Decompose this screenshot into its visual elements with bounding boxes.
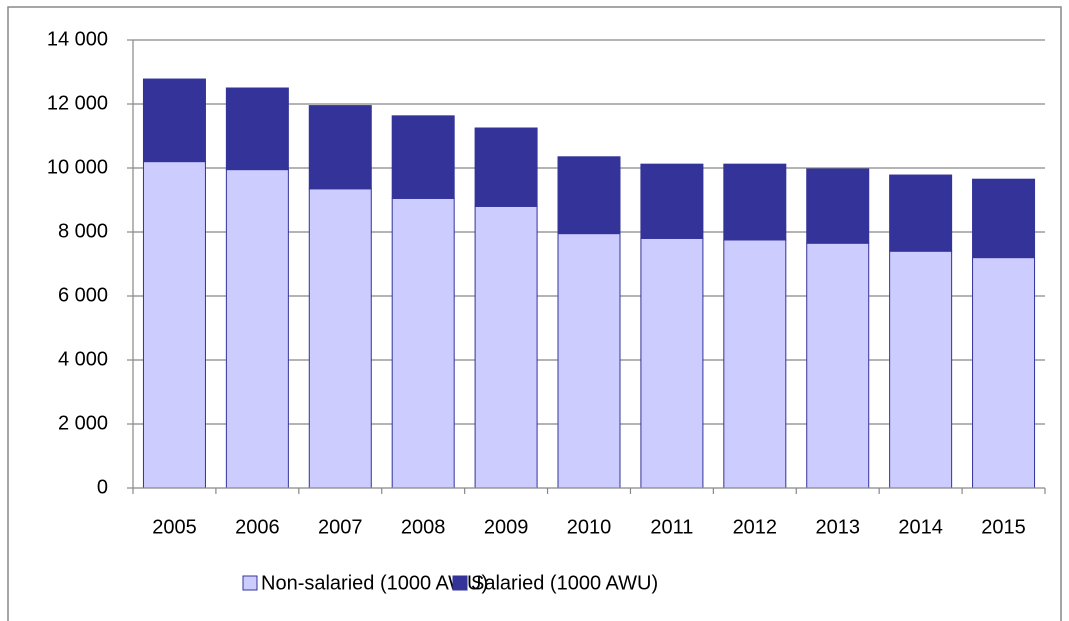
bar-segment [474, 127, 538, 207]
x-tick-label: 2005 [152, 516, 197, 538]
bar-segment [640, 163, 704, 239]
legend-label: Salaried (1000 AWU) [471, 572, 658, 594]
x-tick-label: 2006 [235, 516, 280, 538]
bar-segment [889, 250, 953, 489]
y-tick-label: 0 [97, 476, 108, 498]
x-tick-label: 2008 [401, 516, 446, 538]
bar-segment [557, 233, 621, 489]
bar-segment [142, 161, 206, 489]
bar-segment [723, 163, 787, 241]
y-tick-label: 14 000 [47, 28, 108, 50]
y-tick-label: 6 000 [58, 284, 108, 306]
bar-segment [142, 78, 206, 163]
bar-segment [225, 87, 289, 171]
bar-segment [557, 156, 621, 235]
y-tick-label: 4 000 [58, 348, 108, 370]
chart-frame [7, 6, 1062, 621]
x-tick-label: 2013 [815, 516, 860, 538]
bar-segment [640, 237, 704, 489]
y-tick-label: 2 000 [58, 412, 108, 434]
bar-segment [308, 188, 372, 489]
x-tick-label: 2007 [318, 516, 363, 538]
y-tick-label: 12 000 [47, 92, 108, 114]
bar-segment [225, 169, 289, 489]
x-tick-label: 2011 [650, 516, 693, 538]
bar-segment [723, 239, 787, 489]
legend-swatch [242, 575, 258, 591]
bar-segment [806, 168, 870, 244]
bar-segment [391, 115, 455, 199]
x-tick-label: 2014 [898, 516, 943, 538]
legend-swatch [452, 575, 468, 591]
x-tick-label: 2015 [981, 516, 1026, 538]
bar-segment [391, 197, 455, 489]
legend-label: Non-salaried (1000 AWU) [261, 572, 488, 594]
x-tick-label: 2010 [567, 516, 612, 538]
bar-segment [474, 205, 538, 489]
bar-segment [308, 105, 372, 190]
bar-segment [889, 174, 953, 252]
x-tick-label: 2012 [733, 516, 778, 538]
bar-segment [972, 257, 1036, 489]
y-tick-label: 8 000 [58, 220, 108, 242]
x-tick-label: 2009 [484, 516, 529, 538]
bar-segment [806, 242, 870, 489]
bar-segment [972, 178, 1036, 259]
y-tick-label: 10 000 [47, 156, 108, 178]
